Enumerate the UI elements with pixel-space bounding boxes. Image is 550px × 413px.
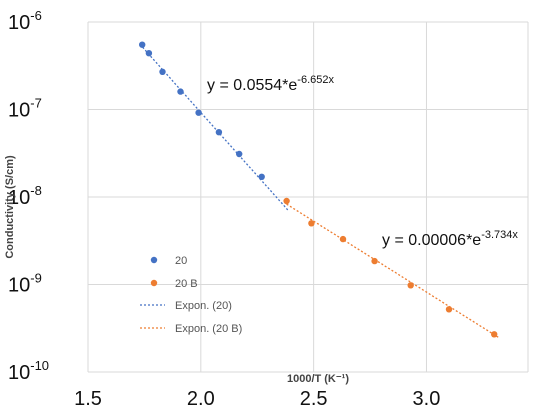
point-series-20 (139, 41, 146, 48)
trendlines (139, 43, 500, 339)
data-points (139, 41, 498, 338)
legend-label-20b: 20 B (175, 278, 198, 290)
trendline-20b (286, 203, 500, 339)
point-series-20 (215, 129, 223, 136)
legend-label-20: 20 (175, 255, 187, 267)
y-tick-labels: 10-6 10-7 10-8 10-9 10-10 (8, 8, 49, 384)
legend-label-expon-20b: Expon. (20 B) (175, 323, 242, 335)
legend-marker-20 (150, 256, 158, 264)
y-axis-title: Conductivity (S/cm) (4, 155, 16, 259)
equation-series-20b-exponent: -3.734x (481, 229, 518, 241)
y-tick-label: 10-9 (8, 271, 42, 297)
y-tick-label: 10-10 (8, 358, 49, 384)
equation-series-20b: y = 0.00006*e-3.734x (382, 229, 518, 249)
point-series-20 (145, 50, 153, 57)
gridlines (87, 21, 529, 373)
x-tick-label: 1.5 (74, 388, 102, 410)
x-tick-label: 3.0 (413, 388, 441, 410)
equation-series-20-prefix: y = 0.0554*e (207, 77, 297, 94)
point-series-20b (445, 306, 453, 313)
point-series-20 (258, 173, 265, 180)
point-series-20b (283, 197, 290, 205)
y-tick-label: 10-7 (8, 96, 42, 122)
point-series-20 (159, 68, 166, 76)
legend: 20 20 B Expon. (20) Expon. (20 B) (140, 255, 242, 335)
y-tick-label: 10-6 (8, 8, 42, 34)
point-series-20 (236, 150, 243, 158)
legend-marker-20b (150, 279, 158, 287)
point-series-20 (177, 88, 184, 95)
x-tick-labels: 1.5 2.0 2.5 3.0 (74, 388, 440, 410)
equation-series-20b-prefix: y = 0.00006*e (382, 232, 481, 249)
x-axis-title: 1000/T (K⁻¹) (287, 373, 349, 385)
point-series-20b (308, 220, 315, 227)
legend-label-expon-20: Expon. (20) (175, 300, 232, 312)
point-series-20b (371, 257, 378, 265)
point-series-20b (491, 331, 498, 338)
x-tick-label: 2.5 (300, 388, 328, 410)
equation-series-20-exponent: -6.652x (297, 74, 334, 86)
equation-series-20: y = 0.0554*e-6.652x (207, 74, 334, 94)
point-series-20b (407, 282, 414, 289)
point-series-20b (339, 235, 347, 243)
point-series-20 (195, 109, 202, 116)
y-tick-label: 10-8 (8, 183, 42, 209)
x-tick-label: 2.0 (187, 388, 215, 410)
